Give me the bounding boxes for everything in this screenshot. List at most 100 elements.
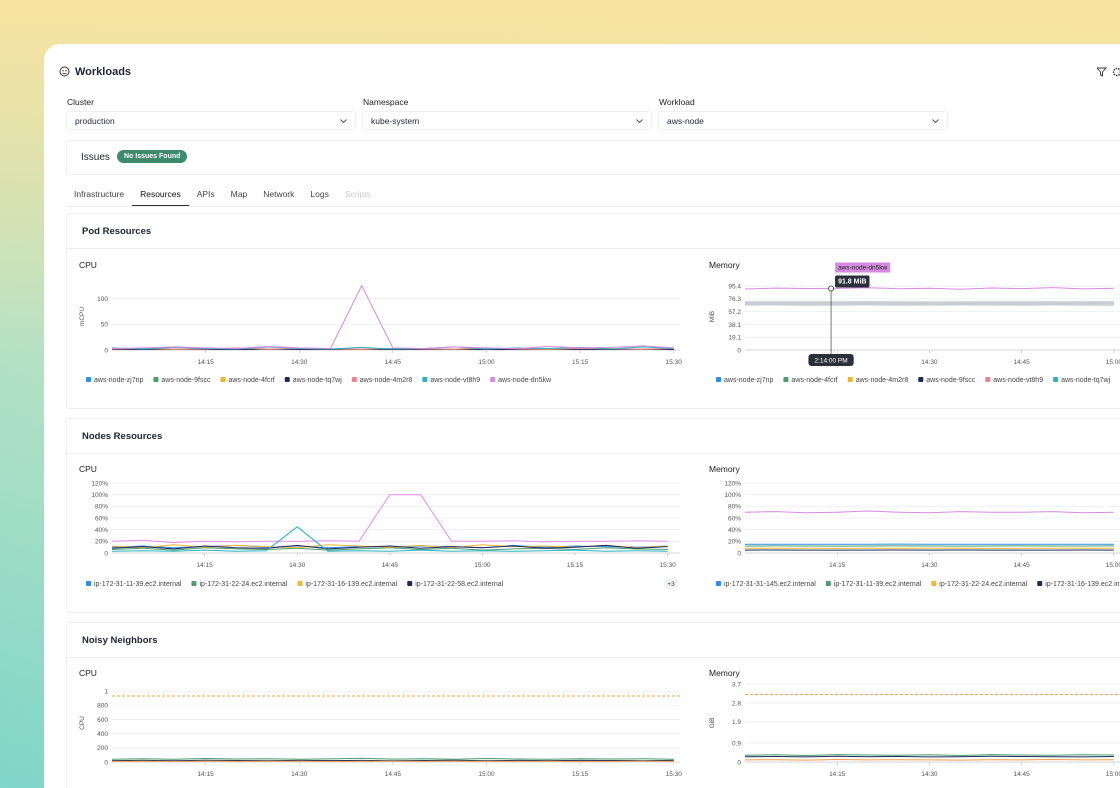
legend-more: +3 <box>667 581 675 588</box>
legend-label: aws-node-tq7wj <box>1061 377 1110 384</box>
x-tick-label: 15:00 <box>1106 771 1120 778</box>
legend-label: ip-172-31-16-139.ec2.internal <box>1045 581 1120 588</box>
y-tick-label: 50 <box>101 322 109 329</box>
filter-select[interactable]: kube-system <box>362 111 652 130</box>
y-tick-label: 80% <box>728 504 741 511</box>
tabs-divider <box>66 206 1120 207</box>
legend-label: ip-172-31-11-39.ec2.internal <box>834 581 922 588</box>
legend-swatch <box>422 377 428 382</box>
x-tick-label: 14:45 <box>1013 771 1030 778</box>
y-tick-label: 20% <box>728 539 741 546</box>
y-axis-title: CPU <box>79 716 86 730</box>
tooltip-time-bg <box>808 354 854 366</box>
section-divider <box>67 453 1120 454</box>
x-tick-label: 15:00 <box>1106 359 1120 366</box>
y-tick-label: 0 <box>104 550 108 557</box>
tab[interactable]: APIs <box>196 189 215 199</box>
legend-label: aws-node-vt8h9 <box>993 377 1043 384</box>
chart-title: CPU <box>79 260 97 270</box>
x-tick-label: 15:15 <box>572 359 589 366</box>
chart-title: CPU <box>79 668 97 678</box>
y-tick-label: 0.9 <box>732 740 741 747</box>
tab[interactable]: Logs <box>310 189 329 199</box>
filter-label: Workload <box>659 97 695 107</box>
x-tick-label: 15:00 <box>474 562 491 569</box>
legend-swatch <box>284 377 290 382</box>
series-line <box>111 285 674 349</box>
legend-swatch <box>825 581 831 586</box>
x-tick-label: 14:15 <box>196 562 213 569</box>
legend-swatch <box>847 377 853 382</box>
chart-title: Memory <box>709 260 740 270</box>
tab: Scripts <box>344 189 371 199</box>
legend-label: aws-node-4m2r8 <box>360 377 413 384</box>
filter-select[interactable]: aws-node <box>658 111 948 130</box>
legend-swatch <box>918 377 924 382</box>
y-tick-label: 600 <box>97 717 108 724</box>
x-tick-label: 14:30 <box>921 359 938 366</box>
y-tick-label: 0 <box>104 759 108 766</box>
workloads-card: Workloads Issues No Issues Found Infrast… <box>44 44 1120 788</box>
y-tick-label: 100% <box>724 492 741 499</box>
legend-swatch <box>153 377 159 382</box>
y-tick-label: 95.4 <box>728 283 741 290</box>
series-line <box>744 287 1114 290</box>
series-line <box>744 510 1114 514</box>
y-tick-label: 19.1 <box>728 335 741 342</box>
tab[interactable]: Map <box>230 189 248 199</box>
legend-swatch <box>716 377 721 382</box>
legend-swatch <box>985 377 991 382</box>
page-title: Workloads <box>75 66 132 78</box>
y-axis-title: GiB <box>709 718 716 729</box>
tooltip-series: aws-node-dn5kw <box>838 264 887 271</box>
legend-label: aws-node-4fcrf <box>228 377 274 384</box>
x-tick-label: 14:30 <box>291 359 308 366</box>
y-tick-label: 1 <box>104 688 108 695</box>
x-tick-label: 14:45 <box>382 562 399 569</box>
x-tick-label: 15:30 <box>666 359 683 366</box>
y-tick-label: 3.7 <box>732 681 741 688</box>
tabs: Infrastructure Resources APIs Map Network Log… <box>66 186 379 206</box>
y-tick-label: 800 <box>97 703 108 710</box>
x-tick-label: 15:15 <box>572 771 589 778</box>
issues-panel: Issues No Issues Found <box>66 140 1120 175</box>
section-panel: Pod Resources <box>66 213 1120 409</box>
section-panel: Noisy Neighbors <box>66 622 1120 788</box>
filter-value: production <box>75 116 115 126</box>
legend-swatch <box>191 581 197 586</box>
section-divider <box>67 248 1120 249</box>
tab[interactable]: Infrastructure <box>74 189 125 199</box>
legend-label: ip-172-31-22-24.ec2.internal <box>939 581 1027 588</box>
y-axis-title: MiB <box>709 311 716 322</box>
series-line <box>111 544 668 550</box>
y-tick-label: 60% <box>728 515 741 522</box>
series-line <box>744 755 1114 758</box>
tab[interactable]: Network <box>263 189 295 199</box>
legend-label: ip-172-31-16-139.ec2.internal <box>305 581 397 588</box>
legend-label: aws-node-9fscc <box>161 377 211 384</box>
y-tick-label: 2.8 <box>732 700 741 707</box>
toolbar-icons <box>1097 67 1120 77</box>
x-tick-label: 14:30 <box>289 562 306 569</box>
chart-title: CPU <box>79 464 97 474</box>
tab[interactable]: Resources <box>132 186 189 206</box>
y-tick-label: 120% <box>724 480 741 487</box>
y-tick-label: 0 <box>737 550 741 557</box>
y-tick-label: 76.3 <box>728 296 741 303</box>
series-line <box>111 547 668 551</box>
filter-value: aws-node <box>667 116 704 126</box>
series-line <box>744 754 1114 756</box>
chevron <box>636 119 643 124</box>
y-tick-label: 0 <box>104 347 108 354</box>
legend-label: aws-node-zj7np <box>94 377 144 384</box>
x-tick-label: 14:30 <box>291 771 308 778</box>
filter-select[interactable]: production <box>66 111 356 130</box>
legend-label: aws-node-tq7wj <box>293 377 342 384</box>
legend-swatch <box>1037 581 1043 586</box>
y-tick-label: 0 <box>737 759 741 766</box>
legend-swatch <box>931 581 937 586</box>
tooltip-time: 2:14:00 PM <box>814 358 847 365</box>
tooltip-value: 91.8 MiB <box>838 278 866 285</box>
